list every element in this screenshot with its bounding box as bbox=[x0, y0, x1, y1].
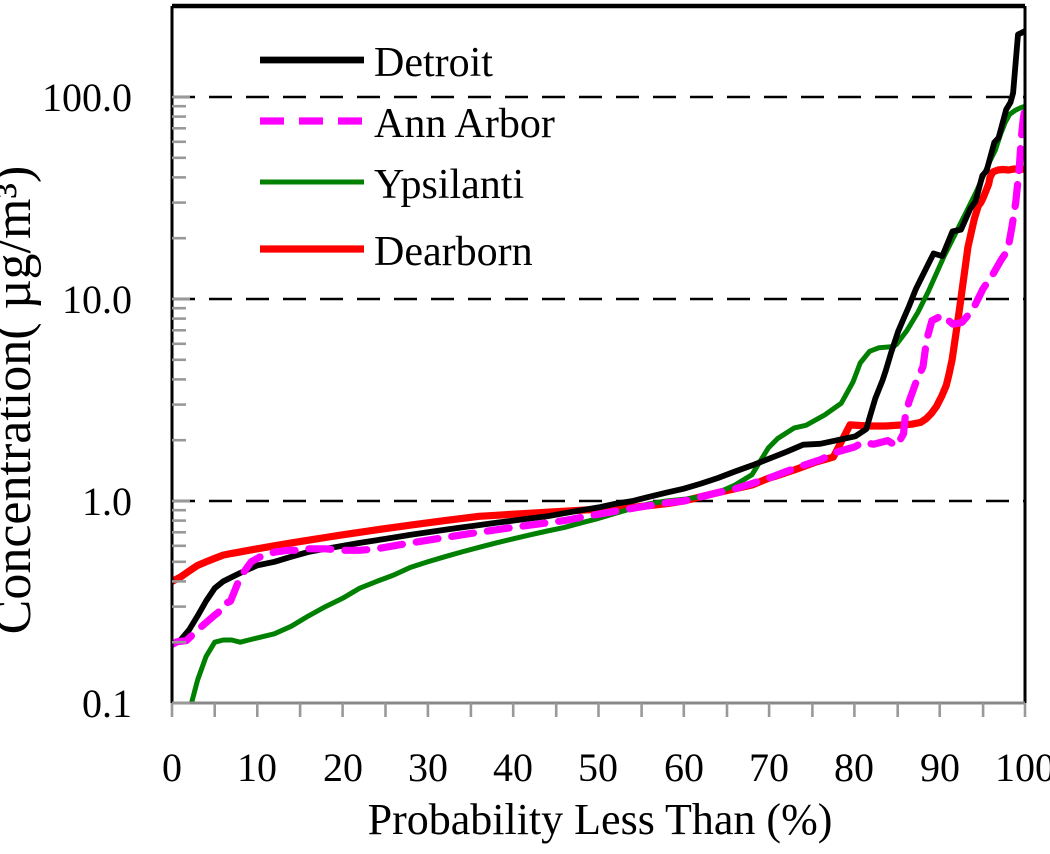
svg-text:90: 90 bbox=[920, 745, 960, 790]
svg-text:Dearborn: Dearborn bbox=[374, 229, 533, 275]
svg-text:70: 70 bbox=[749, 745, 789, 790]
svg-text:10.0: 10.0 bbox=[62, 277, 132, 322]
svg-text:30: 30 bbox=[408, 745, 448, 790]
svg-text:1.0: 1.0 bbox=[82, 479, 132, 524]
svg-text:0.1: 0.1 bbox=[82, 681, 132, 726]
svg-text:Ypsilanti: Ypsilanti bbox=[374, 162, 524, 208]
svg-text:Concentration( µg/m³): Concentration( µg/m³) bbox=[0, 166, 42, 635]
svg-text:Ann Arbor: Ann Arbor bbox=[374, 101, 555, 147]
svg-text:60: 60 bbox=[664, 745, 704, 790]
svg-text:10: 10 bbox=[237, 745, 277, 790]
svg-text:50: 50 bbox=[578, 745, 618, 790]
svg-text:Detroit: Detroit bbox=[374, 40, 493, 86]
svg-text:100: 100 bbox=[995, 745, 1050, 790]
svg-text:100.0: 100.0 bbox=[42, 75, 132, 120]
svg-text:Probability Less Than (%): Probability Less Than (%) bbox=[368, 795, 833, 844]
svg-text:20: 20 bbox=[323, 745, 363, 790]
svg-text:80: 80 bbox=[834, 745, 874, 790]
svg-text:40: 40 bbox=[493, 745, 533, 790]
svg-text:0: 0 bbox=[162, 745, 182, 790]
